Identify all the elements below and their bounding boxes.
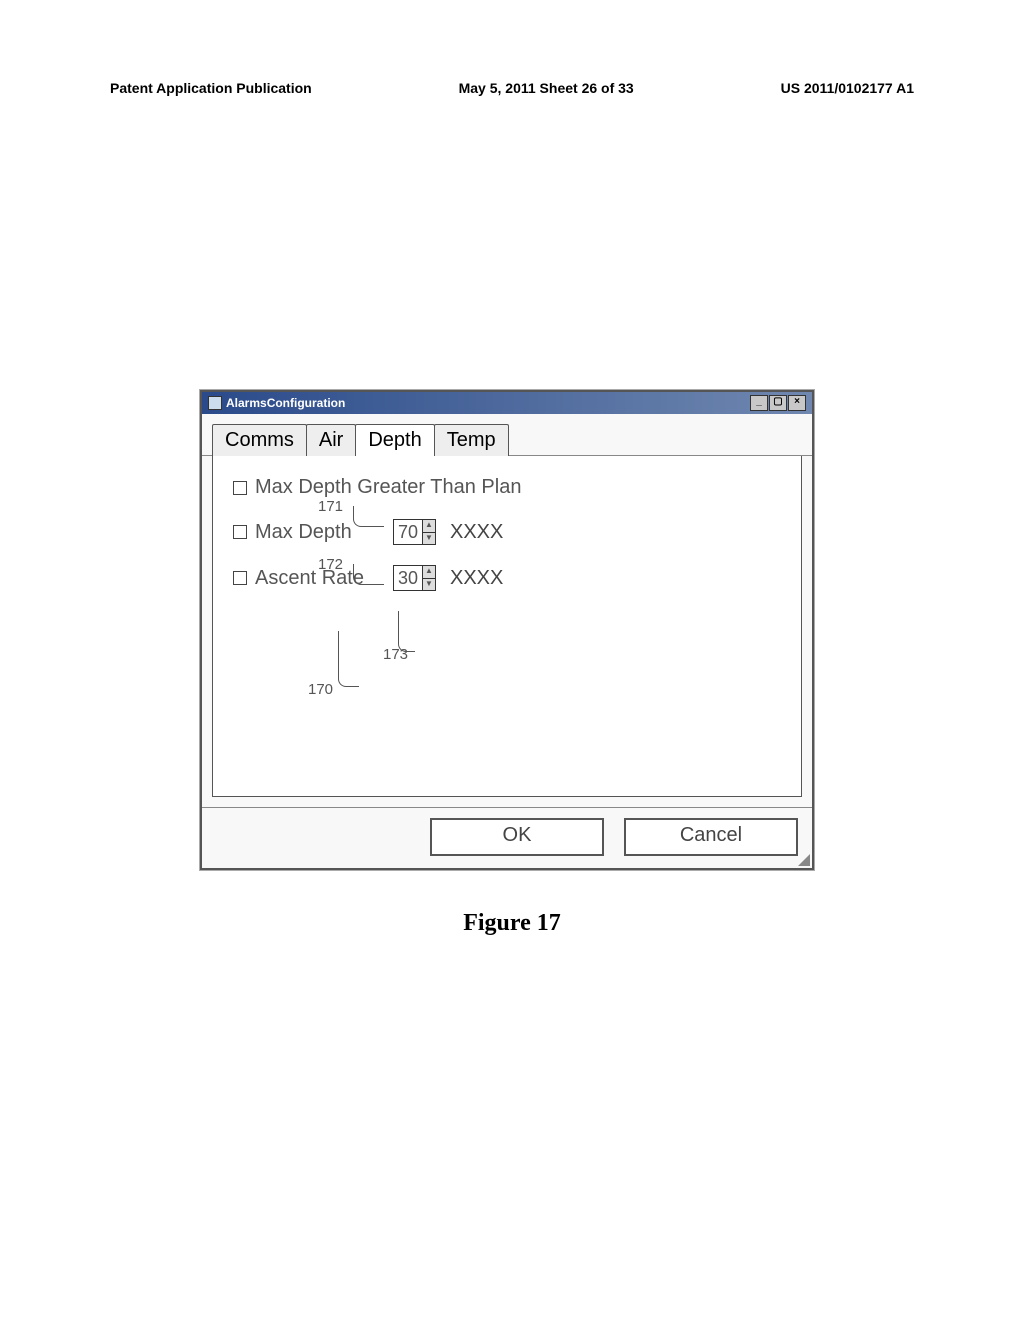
checkbox-max-depth-plan[interactable] bbox=[233, 481, 247, 495]
spinner-down-icon[interactable]: ▼ bbox=[423, 579, 435, 591]
page-header: Patent Application Publication May 5, 20… bbox=[110, 80, 914, 96]
header-right: US 2011/0102177 A1 bbox=[781, 80, 914, 96]
unit-max-depth: XXXX bbox=[450, 521, 503, 544]
maximize-button[interactable]: ▢ bbox=[769, 395, 787, 411]
titlebar[interactable]: AlarmsConfiguration _ ▢ × bbox=[202, 392, 812, 414]
tab-body-depth: Max Depth Greater Than Plan Max Depth 70… bbox=[212, 456, 802, 797]
spinner-up-icon[interactable]: ▲ bbox=[423, 566, 435, 579]
callout-171: 171 bbox=[318, 498, 343, 515]
checkbox-ascent-rate[interactable] bbox=[233, 571, 247, 585]
tab-label: Comms bbox=[225, 429, 294, 451]
spinner-up-icon[interactable]: ▲ bbox=[423, 520, 435, 533]
spinner-ascent-rate-value[interactable]: 30 bbox=[394, 566, 423, 590]
header-center: May 5, 2011 Sheet 26 of 33 bbox=[459, 80, 634, 96]
tab-strip: Comms Air Depth Temp bbox=[202, 414, 812, 456]
cancel-button-label: Cancel bbox=[680, 824, 742, 846]
spinner-down-icon[interactable]: ▼ bbox=[423, 533, 435, 545]
callout-172: 172 bbox=[318, 556, 343, 573]
tab-temp[interactable]: Temp bbox=[434, 424, 509, 456]
figure-caption: Figure 17 bbox=[0, 910, 1024, 937]
spinner-ascent-rate[interactable]: 30 ▲ ▼ bbox=[393, 565, 436, 591]
tab-label: Depth bbox=[368, 429, 421, 451]
header-left: Patent Application Publication bbox=[110, 80, 312, 96]
tab-comms[interactable]: Comms bbox=[212, 424, 307, 456]
row-ascent-rate: Ascent Rate 30 ▲ ▼ XXXX bbox=[233, 565, 781, 591]
ok-button-label: OK bbox=[503, 824, 532, 846]
leader-173 bbox=[398, 611, 415, 652]
alarms-config-dialog: AlarmsConfiguration _ ▢ × Comms Air Dept… bbox=[200, 390, 814, 870]
spinner-max-depth-value[interactable]: 70 bbox=[394, 520, 423, 544]
tab-label: Temp bbox=[447, 429, 496, 451]
tab-depth[interactable]: Depth bbox=[355, 424, 434, 456]
leader-171 bbox=[353, 506, 384, 527]
row-max-depth-plan: Max Depth Greater Than Plan bbox=[233, 476, 781, 499]
label-max-depth-plan: Max Depth Greater Than Plan bbox=[255, 476, 521, 499]
ok-button[interactable]: OK bbox=[430, 818, 604, 856]
callout-170: 170 bbox=[308, 681, 333, 698]
spinner-max-depth[interactable]: 70 ▲ ▼ bbox=[393, 519, 436, 545]
leader-170 bbox=[338, 631, 359, 687]
resize-grip-icon[interactable] bbox=[796, 852, 810, 866]
leader-172 bbox=[353, 564, 384, 585]
close-button[interactable]: × bbox=[788, 395, 806, 411]
minimize-button[interactable]: _ bbox=[750, 395, 768, 411]
row-max-depth: Max Depth 70 ▲ ▼ XXXX bbox=[233, 519, 781, 545]
app-icon bbox=[208, 396, 222, 410]
tab-label: Air bbox=[319, 429, 343, 451]
tab-air[interactable]: Air bbox=[306, 424, 356, 456]
dialog-button-row: OK Cancel bbox=[202, 807, 812, 868]
checkbox-max-depth[interactable] bbox=[233, 525, 247, 539]
window-controls: _ ▢ × bbox=[750, 395, 806, 411]
cancel-button[interactable]: Cancel bbox=[624, 818, 798, 856]
window-title: AlarmsConfiguration bbox=[226, 396, 345, 410]
unit-ascent-rate: XXXX bbox=[450, 567, 503, 590]
